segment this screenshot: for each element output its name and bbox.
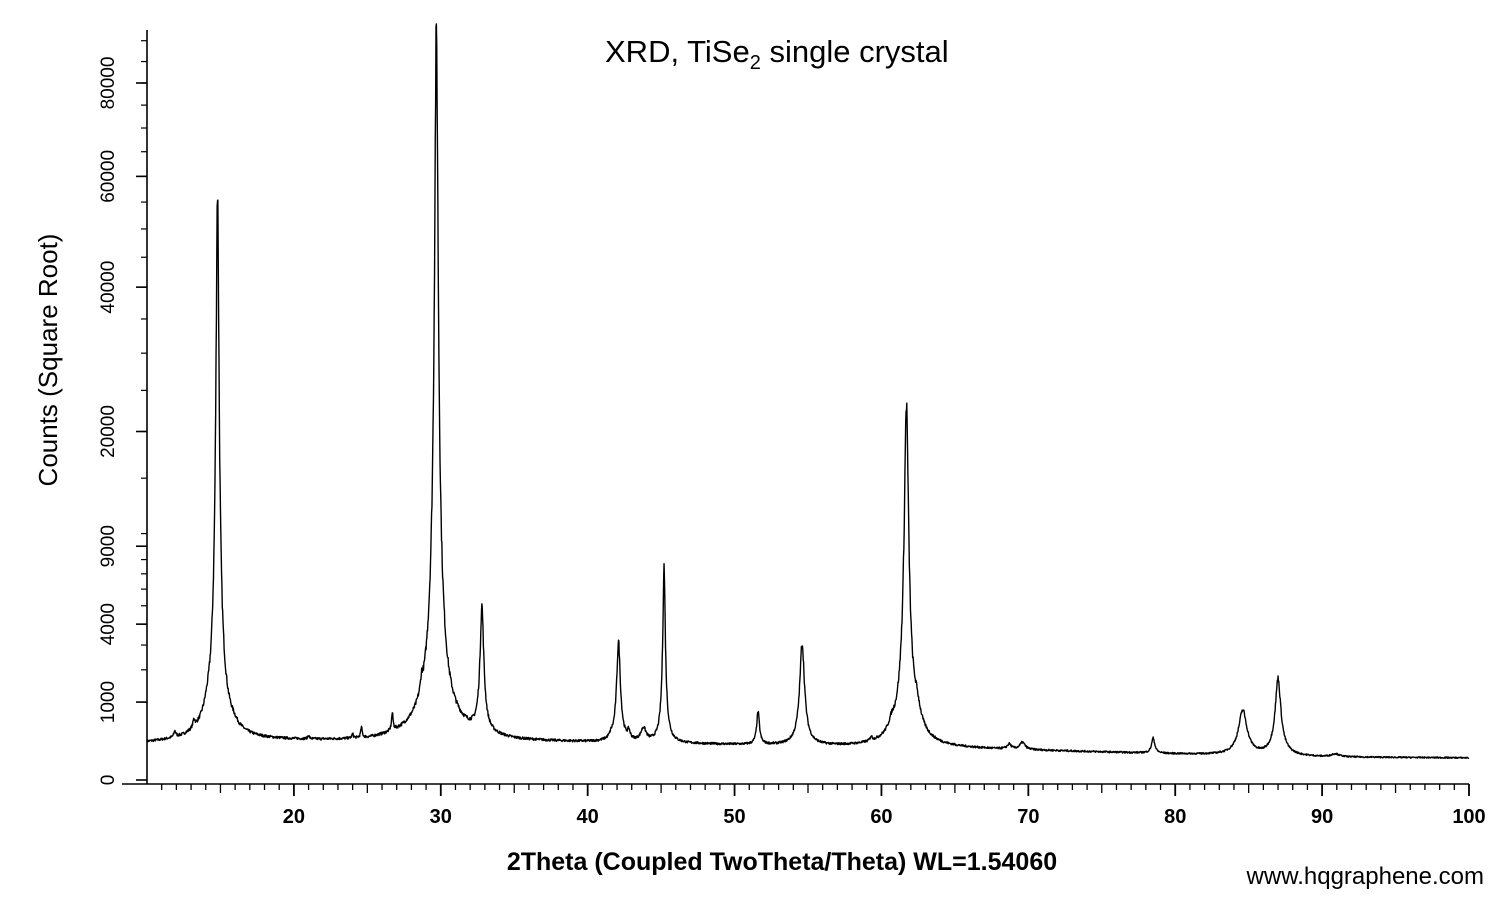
diffraction-pattern-line (146, 23, 1470, 760)
x-tick-label: 70 (1017, 806, 1039, 828)
y-tick-label: 40000 (98, 261, 119, 314)
chart-title-rest: single crystal (761, 34, 949, 69)
chart-title-subscript: 2 (750, 52, 761, 74)
y-tick-label: 80000 (98, 57, 119, 110)
chart-title: XRD, TiSe2 single crystal (605, 34, 949, 74)
x-axis-title: 2Theta (Coupled TwoTheta/Theta) WL=1.540… (507, 848, 1057, 876)
y-axis-title: Counts (Square Root) (33, 234, 63, 487)
x-tick-label: 20 (283, 806, 305, 828)
chart-title-main: XRD, TiSe (605, 34, 750, 69)
credit-text: www.hqgraphene.com (1246, 863, 1484, 890)
y-tick-label: 4000 (98, 603, 119, 645)
axes (122, 30, 1469, 785)
x-tick-label: 40 (577, 806, 599, 828)
x-ticks (161, 784, 1470, 796)
y-tick-label: 9000 (98, 525, 119, 567)
x-tick-label: 100 (1452, 806, 1485, 828)
x-tick-label: 30 (430, 806, 452, 828)
x-tick-label: 50 (723, 806, 745, 828)
x-tick-label: 60 (870, 806, 892, 828)
x-tick-label: 90 (1311, 806, 1333, 828)
x-tick-label: 80 (1164, 806, 1186, 828)
y-tick-label: 20000 (98, 405, 119, 458)
y-tick-labels: 0 1000 4000 9000 20000 40000 60000 80000 (98, 57, 119, 786)
y-ticks (136, 40, 147, 781)
x-tick-labels: 20 30 40 50 60 70 80 90 100 (283, 806, 1486, 828)
y-tick-label: 1000 (98, 681, 119, 723)
y-tick-label: 0 (98, 775, 119, 786)
y-tick-label: 60000 (98, 150, 119, 203)
